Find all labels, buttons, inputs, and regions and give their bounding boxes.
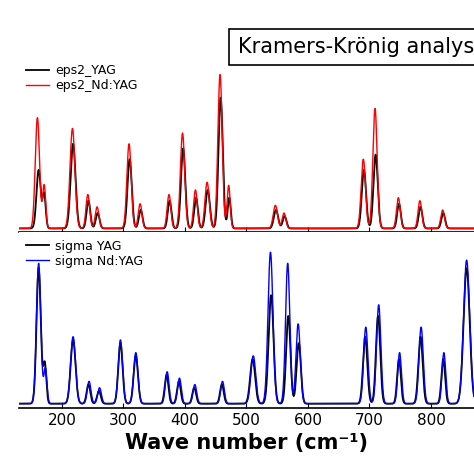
sigma Nd:YAG	[39, 352, 45, 357]
eps2_YAG	[285, 224, 291, 229]
sigma Nd:YAG	[471, 393, 474, 399]
eps2_YAG	[305, 226, 311, 231]
eps2_YAG	[471, 226, 474, 231]
sigma YAG	[285, 313, 291, 319]
eps2_Nd:YAG	[181, 144, 187, 149]
Legend: eps2_YAG, eps2_Nd:YAG: eps2_YAG, eps2_Nd:YAG	[25, 63, 139, 93]
Line: sigma YAG: sigma YAG	[19, 268, 474, 404]
X-axis label: Wave number (cm⁻¹): Wave number (cm⁻¹)	[125, 433, 368, 453]
eps2_Nd:YAG	[305, 226, 311, 231]
Line: eps2_Nd:YAG: eps2_Nd:YAG	[19, 74, 474, 228]
sigma YAG	[181, 400, 187, 406]
sigma Nd:YAG	[285, 265, 291, 271]
sigma Nd:YAG	[16, 401, 22, 407]
eps2_YAG	[181, 148, 187, 154]
eps2_YAG	[39, 195, 45, 201]
eps2_Nd:YAG	[471, 226, 474, 231]
Legend: sigma YAG, sigma Nd:YAG: sigma YAG, sigma Nd:YAG	[25, 238, 145, 269]
sigma Nd:YAG	[315, 401, 320, 407]
sigma Nd:YAG	[378, 337, 383, 343]
eps2_Nd:YAG	[217, 72, 223, 77]
sigma Nd:YAG	[305, 401, 311, 407]
eps2_Nd:YAG	[240, 226, 246, 231]
sigma Nd:YAG	[268, 249, 273, 255]
sigma YAG	[471, 393, 474, 399]
sigma YAG	[305, 401, 311, 407]
sigma YAG	[16, 401, 22, 407]
sigma YAG	[36, 265, 42, 271]
Line: sigma Nd:YAG: sigma Nd:YAG	[19, 252, 474, 404]
eps2_Nd:YAG	[39, 199, 45, 204]
sigma YAG	[378, 359, 383, 365]
eps2_YAG	[16, 226, 22, 231]
sigma Nd:YAG	[181, 399, 187, 405]
sigma YAG	[316, 401, 321, 407]
Line: eps2_YAG: eps2_YAG	[19, 98, 474, 228]
sigma Nd:YAG	[354, 401, 359, 407]
eps2_Nd:YAG	[16, 226, 22, 231]
sigma YAG	[354, 401, 359, 407]
eps2_YAG	[378, 221, 383, 227]
eps2_YAG	[218, 95, 224, 100]
eps2_YAG	[354, 226, 359, 231]
Text: Kramers-Krönig analys: Kramers-Krönig analys	[238, 37, 474, 57]
eps2_Nd:YAG	[378, 222, 383, 228]
eps2_Nd:YAG	[354, 225, 359, 231]
sigma YAG	[39, 351, 45, 356]
eps2_Nd:YAG	[285, 225, 291, 230]
